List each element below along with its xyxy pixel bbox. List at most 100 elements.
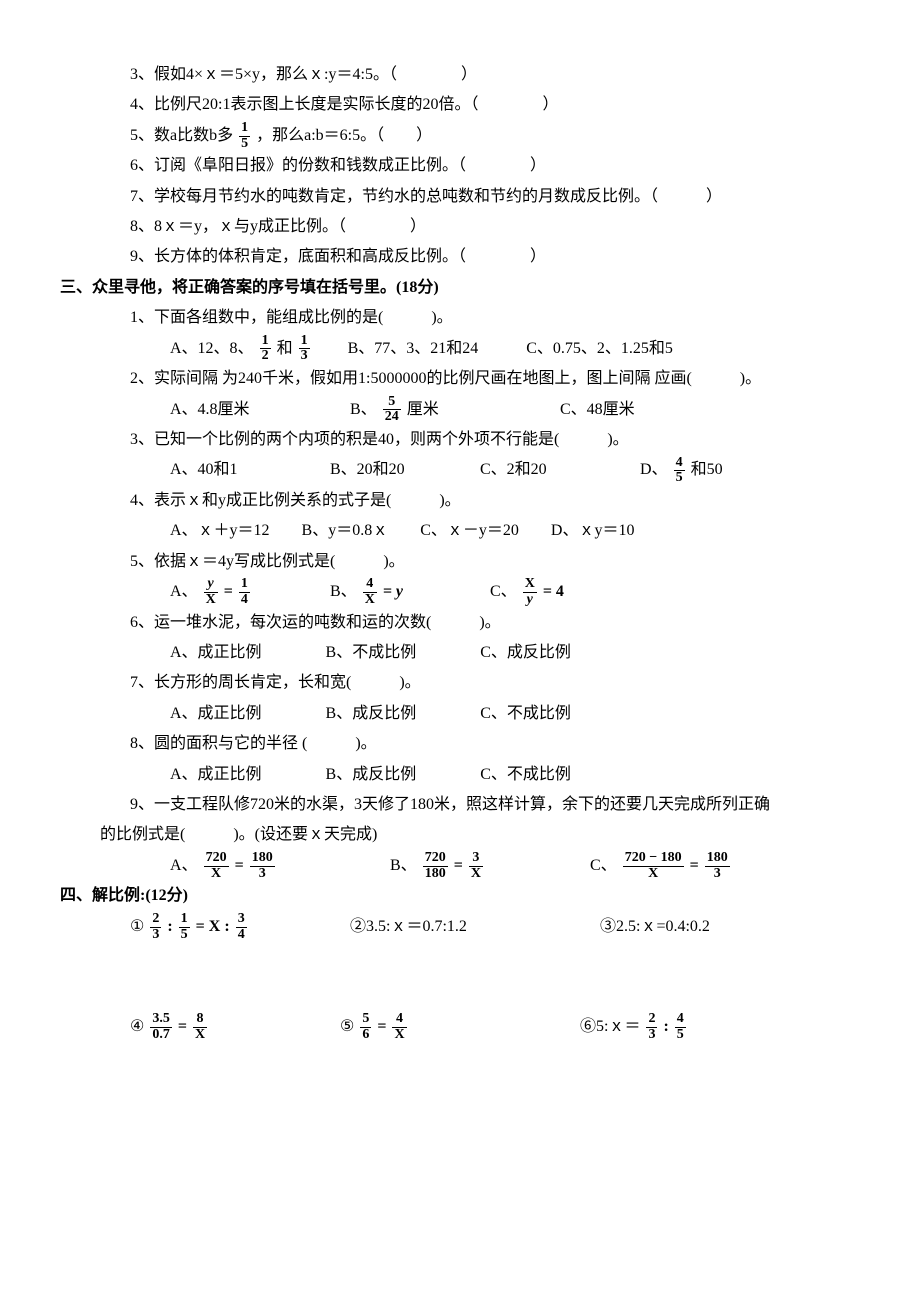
sp-q5: ⑤ 56 = 4X [340,1012,580,1043]
mc-q9-optC: C、 720 − 180X = 1803 [590,851,732,882]
mc-q1-optA-a: A、12、8、 [170,340,254,357]
mc-q1-optBC: B、77、3、21和24 C、0.75、2、1.25和5 [316,340,673,357]
eq-sign: = [235,857,244,874]
frac-720m180-x: 720 − 180X [623,851,684,881]
tf-q6: 6、订阅《阜阳日报》的份数和钱数成正比例。（ ） [60,151,860,181]
frac-5-6: 56 [360,1012,371,1042]
eq-4: = 4 [543,583,564,600]
mc-q3-opts: A、40和1 B、20和20 C、2和20 D、 45 和50 [60,455,860,486]
frac-720-x: 720X [204,851,229,881]
mc-q5: 5、依据ｘ＝4y写成比例式是( )。 [60,547,860,577]
mc-q2-opts: A、4.8厘米 B、 524 厘米 C、48厘米 [60,395,860,426]
tf-q9: 9、长方体的体积肯定，底面积和高成反比例。（ ） [60,242,860,272]
eq-xcolon: = X : [196,918,230,935]
tf-q4: 4、比例尺20:1表示图上长度是实际长度的20倍。（ ） [60,90,860,120]
frac-2-3: 23 [150,912,161,942]
mc-q6-opts: A、成正比例 B、不成比例 C、成反比例 [60,638,860,668]
eq-y: = y [383,583,403,600]
frac-y-x: yX [204,577,218,607]
mc-q2-optB-a: B、 [350,401,377,418]
mc-q9-optA: A、 720X = 1803 [170,851,390,882]
mc-q5-optB-lbl: B、 [330,583,357,600]
mc-q9-optB: B、 720180 = 3X [390,851,590,882]
mc-q9-opts: A、 720X = 1803 B、 720180 = 3X C、 720 − 1… [60,851,860,882]
frac-1-4: 14 [239,577,250,607]
sp-q6-lbl: ⑥5:ｘ＝ [580,1018,640,1035]
frac-5-24: 524 [383,395,401,425]
mc-q8-opts: A、成正比例 B、成反比例 C、不成比例 [60,760,860,790]
mc-q3: 3、已知一个比例的两个内项的积是40，则两个外项不行能是( )。 [60,425,860,455]
mc-q1-opts: A、12、8、 12 和 13 B、77、3、21和24 C、0.75、2、1.… [60,334,860,365]
frac-3-4: 34 [236,912,247,942]
mc-q2-optB: B、 524 厘米 [350,395,560,426]
mc-q2-optA: A、4.8厘米 [170,395,350,426]
frac-2-3b: 23 [646,1012,657,1042]
mc-q2-optC: C、48厘米 [560,395,635,426]
mc-q4: 4、表示ｘ和y成正比例关系的式子是( )。 [60,486,860,516]
mc-q3-optD: D、 45 和50 [640,455,723,486]
frac-720-180: 720180 [423,851,448,881]
tf-q5-text-b: ，那么a:b＝6:5。（ ） [256,127,432,144]
frac-4-5b: 45 [675,1012,686,1042]
mc-q9-optA-lbl: A、 [170,857,198,874]
tf-q5-text-a: 5、数a比数b多 [130,127,233,144]
mc-q3-optC: C、2和20 [480,455,640,486]
sp-q4-lbl: ④ [130,1018,144,1035]
mc-q5-opts: A、 yX = 14 B、 4X = y C、 Xy = 4 [60,577,860,608]
frac-8-x: 8X [193,1012,207,1042]
sp-q1-lbl: ① [130,918,144,935]
frac-3-x: 3X [469,851,483,881]
mc-q1-optA-b: 和 [277,340,293,357]
mc-q3-optD-b: 和50 [691,461,723,478]
mc-q4-opts: A、ｘ＋y＝12 B、y＝0.8ｘ C、ｘ－y＝20 D、ｘy＝10 [60,516,860,546]
mc-q5-optA-lbl: A、 [170,583,198,600]
x-colon: X : [209,918,230,935]
sp-q2: ②3.5:ｘ＝0.7:1.2 [350,912,600,943]
mc-q5-optC: C、 Xy = 4 [490,577,564,608]
mc-q7-opts: A、成正比例 B、成反比例 C、不成比例 [60,699,860,729]
tf-q3: 3、假如4×ｘ＝5×y，那么ｘ:y＝4:5。（ ） [60,60,860,90]
sp-q6: ⑥5:ｘ＝ 23 : 45 [580,1012,688,1043]
mc-q5-optA: A、 yX = 14 [170,577,330,608]
mc-q1: 1、下面各组数中，能组成比例的是( )。 [60,303,860,333]
tf-q5: 5、数a比数b多 15 ，那么a:b＝6:5。（ ） [60,121,860,152]
sp-q4: ④ 3.50.7 = 8X [130,1012,340,1043]
mc-q6: 6、运一堆水泥，每次运的吨数和运的次数( )。 [60,608,860,638]
frac-4-x: 4X [363,577,377,607]
mc-q3-optD-a: D、 [640,461,668,478]
frac-35-07: 3.50.7 [150,1012,172,1042]
mc-q8: 8、圆的面积与它的半径 ( )。 [60,729,860,759]
colon: : [663,1018,668,1035]
mc-q2-optB-b: 厘米 [407,401,439,418]
frac-180-3b: 1803 [705,851,730,881]
frac-x-y: Xy [523,577,537,607]
workspace-gap [60,942,860,1012]
eq-sign: = [224,583,233,600]
frac-1-5b: 15 [179,912,190,942]
sp-row1: ① 23 : 15 = X : 34 ②3.5:ｘ＝0.7:1.2 ③2.5:ｘ… [60,912,860,943]
frac-4-5: 45 [674,456,685,486]
mc-q9-optB-lbl: B、 [390,857,417,874]
mc-q3-optA: A、40和1 [170,455,330,486]
frac-4-xb: 4X [392,1012,406,1042]
frac-180-3: 1803 [250,851,275,881]
sp-q3: ③2.5:ｘ=0.4:0.2 [600,912,710,943]
section-4-heading: 四、解比例:(12分) [60,881,860,911]
mc-q2: 2、实际间隔 为240千米，假如用1:5000000的比例尺画在地图上，图上间隔… [60,364,860,394]
eq-sign: = [178,1018,187,1035]
frac-1-3: 13 [299,334,310,364]
tf-q7: 7、学校每月节约水的吨数肯定，节约水的总吨数和节约的月数成反比例。（ ） [60,182,860,212]
section-3-heading: 三、众里寻他，将正确答案的序号填在括号里。(18分) [60,273,860,303]
mc-q9-optC-lbl: C、 [590,857,617,874]
mc-q5-optB: B、 4X = y [330,577,490,608]
eq-sign: = [377,1018,386,1035]
sp-q1: ① 23 : 15 = X : 34 [130,912,350,943]
mc-q3-optB: B、20和20 [330,455,480,486]
colon: : [167,918,172,935]
mc-q9-line2: 的比例式是( )。(设还要ｘ天完成) [60,820,860,850]
mc-q5-optC-lbl: C、 [490,583,517,600]
frac-1-5: 15 [239,121,250,151]
mc-q9-line1: 9、一支工程队修720米的水渠，3天修了180米，照这样计算，余下的还要几天完成… [60,790,860,820]
tf-q8: 8、8ｘ＝y，ｘ与y成正比例。（ ） [60,212,860,242]
eq-sign: = [454,857,463,874]
